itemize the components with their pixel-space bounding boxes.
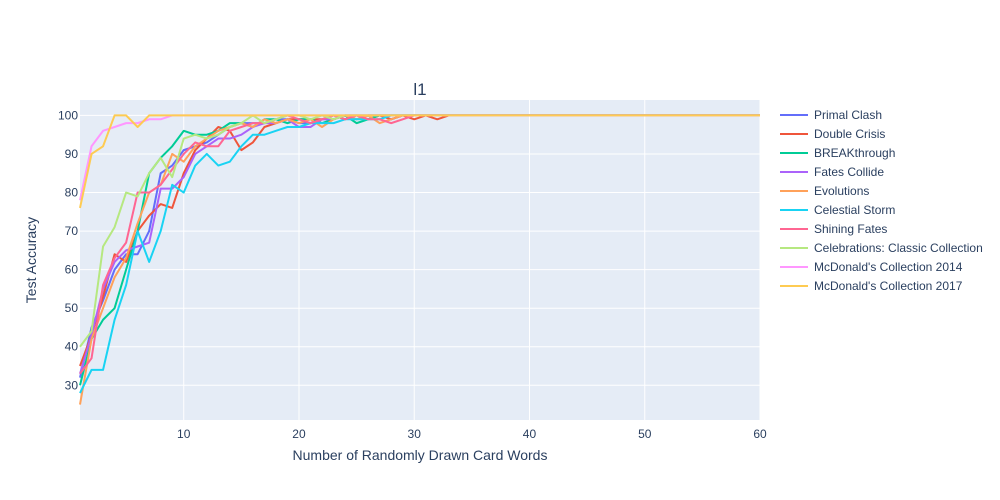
legend-item[interactable]: Celebrations: Classic Collection — [780, 241, 983, 255]
legend-item[interactable]: BREAKthrough — [780, 146, 895, 160]
series-layer — [79, 114, 760, 405]
y-tick-label: 80 — [65, 186, 79, 200]
legend-item[interactable]: Celestial Storm — [780, 203, 895, 217]
y-axis-title: Test Accuracy — [23, 217, 39, 303]
legend-item[interactable]: McDonald's Collection 2017 — [780, 279, 963, 293]
x-tick-label: 30 — [408, 427, 422, 441]
y-tick-label: 90 — [65, 147, 79, 161]
legend-item[interactable]: Shining Fates — [780, 222, 887, 236]
y-axis-ticks: 30 40 50 60 70 80 90 100 — [58, 108, 78, 392]
legend-item[interactable]: Fates Collide — [780, 165, 884, 179]
y-tick-label: 50 — [65, 301, 79, 315]
x-tick-label: 20 — [292, 427, 306, 441]
x-tick-label: 10 — [177, 427, 191, 441]
x-tick-label: 40 — [523, 427, 537, 441]
legend: Primal Clash Double Crisis BREAKthrough Fat… — [780, 108, 983, 293]
legend-label: Celebrations: Classic Collection — [814, 241, 983, 255]
y-tick-label: 70 — [65, 224, 79, 238]
x-axis-title: Number of Randomly Drawn Card Words — [293, 447, 548, 463]
legend-label: McDonald's Collection 2014 — [814, 260, 963, 274]
legend-item[interactable]: Evolutions — [780, 184, 869, 198]
x-tick-label: 50 — [638, 427, 652, 441]
legend-item[interactable]: Primal Clash — [780, 108, 882, 122]
legend-label: Primal Clash — [814, 108, 882, 122]
legend-label: McDonald's Collection 2017 — [814, 279, 963, 293]
legend-label: Fates Collide — [814, 165, 884, 179]
legend-label: Double Crisis — [814, 127, 885, 141]
legend-label: Celestial Storm — [814, 203, 895, 217]
legend-label: Evolutions — [814, 184, 869, 198]
plot-background — [80, 100, 760, 420]
y-tick-label: 30 — [65, 378, 79, 392]
y-tick-label: 60 — [65, 263, 79, 277]
series-line — [79, 114, 760, 209]
legend-label: Shining Fates — [814, 222, 887, 236]
chart-title: l1 — [413, 80, 426, 99]
legend-label: BREAKthrough — [814, 146, 895, 160]
y-tick-label: 40 — [65, 340, 79, 354]
x-tick-label: 60 — [753, 427, 767, 441]
x-axis-ticks: 10 20 30 40 50 60 — [177, 427, 767, 441]
y-tick-label: 100 — [58, 108, 78, 122]
legend-item[interactable]: Double Crisis — [780, 127, 885, 141]
legend-item[interactable]: McDonald's Collection 2014 — [780, 260, 963, 274]
